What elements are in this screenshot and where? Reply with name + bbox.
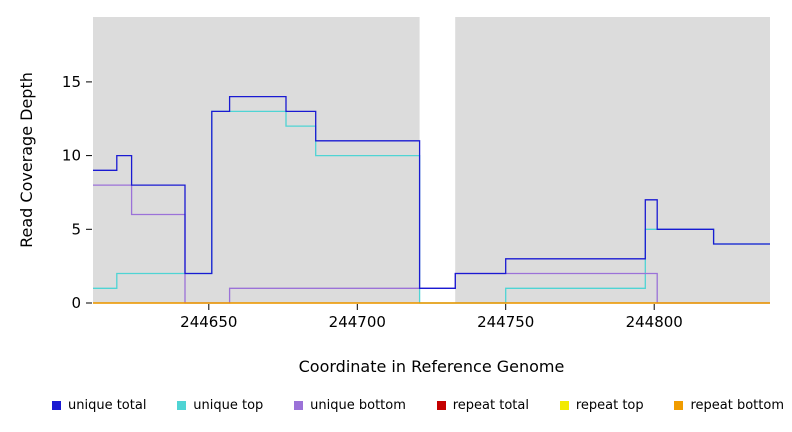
- x-axis-label: Coordinate in Reference Genome: [298, 357, 565, 376]
- legend-swatch-icon: [436, 401, 446, 410]
- legend-swatch-icon: [177, 401, 187, 410]
- legend-swatch-icon: [294, 401, 304, 410]
- no-data-gap: [419, 17, 456, 303]
- legend: unique total unique top unique bottom repea…: [52, 398, 784, 413]
- legend-item-repeat-total: repeat total: [436, 398, 529, 413]
- series-line-unique-bottom: [93, 184, 770, 304]
- legend-item-unique-total: unique total: [52, 398, 146, 413]
- legend-label: unique bottom: [310, 398, 406, 413]
- legend-swatch-icon: [674, 401, 684, 410]
- series-line-unique-total: [93, 95, 770, 289]
- y-tick-label: 0: [71, 294, 81, 312]
- x-tick-label: 244800: [626, 313, 683, 331]
- y-tick-label: 5: [71, 220, 81, 238]
- y-tick-label: 15: [62, 73, 81, 91]
- y-axis-label: Read Coverage Depth: [17, 72, 36, 248]
- legend-label: unique total: [68, 398, 147, 413]
- legend-label: repeat top: [575, 398, 644, 413]
- legend-item-repeat-top: repeat top: [559, 398, 644, 413]
- legend-item-unique-bottom: unique bottom: [294, 398, 406, 413]
- legend-item-repeat-bottom: repeat bottom: [674, 398, 784, 413]
- legend-label: repeat bottom: [690, 398, 784, 413]
- legend-item-unique-top: unique top: [177, 398, 263, 413]
- x-tick-label: 244700: [329, 313, 386, 331]
- legend-label: unique top: [193, 398, 264, 413]
- x-tick-label: 244750: [477, 313, 534, 331]
- legend-swatch-icon: [559, 401, 569, 410]
- y-tick-label: 10: [62, 147, 81, 165]
- x-tick-label: 244650: [180, 313, 237, 331]
- legend-swatch-icon: [52, 401, 61, 410]
- legend-label: repeat total: [452, 398, 529, 413]
- chart-svg: 244650 244700 244750 244800 0 5 10 15: [62, 17, 770, 331]
